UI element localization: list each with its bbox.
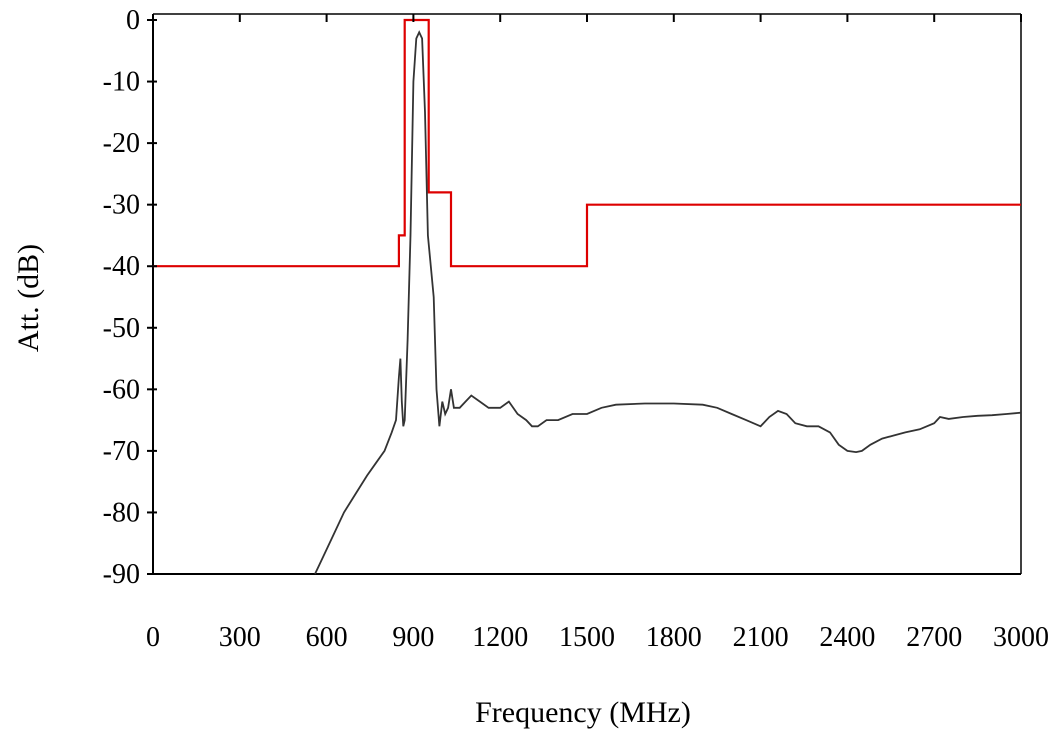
y-axis-label: Att. (dB) [12,244,45,352]
x-tick-label: 0 [146,622,160,653]
y-tick-label: -10 [103,67,140,98]
x-tick-label: 2700 [906,622,962,653]
x-tick-label: 2400 [819,622,875,653]
y-tick-label: -20 [103,128,140,159]
x-tick-label: 300 [219,622,261,653]
x-axis-label: Frequency (MHz) [475,696,691,729]
y-tick-label: -80 [103,497,140,528]
y-tick-label: -30 [103,190,140,221]
series-layer [153,18,1022,575]
y-tick-label: -90 [103,559,140,590]
x-tick-label: 1200 [472,622,528,653]
series-limit-mask-line [153,18,1021,268]
x-tick-label: 2100 [733,622,789,653]
y-tick-label: -60 [103,374,140,405]
plot-area [152,13,1022,575]
x-tick-label: 3000 [993,622,1049,653]
y-tick-label: -50 [103,313,140,344]
x-tick-label: 600 [306,622,348,653]
series-measured-response-line [314,30,1022,575]
x-tick-label: 1800 [646,622,702,653]
y-tick-label: -70 [103,436,140,467]
ticks-layer: 0 300 600 900 1200 1500 1800 2100 2400 2700 3000 0 -… [103,5,1049,653]
y-tick-label: 0 [126,5,140,36]
x-tick-label: 1500 [559,622,615,653]
y-tick-label: -40 [103,251,140,282]
x-tick-label: 900 [392,622,434,653]
